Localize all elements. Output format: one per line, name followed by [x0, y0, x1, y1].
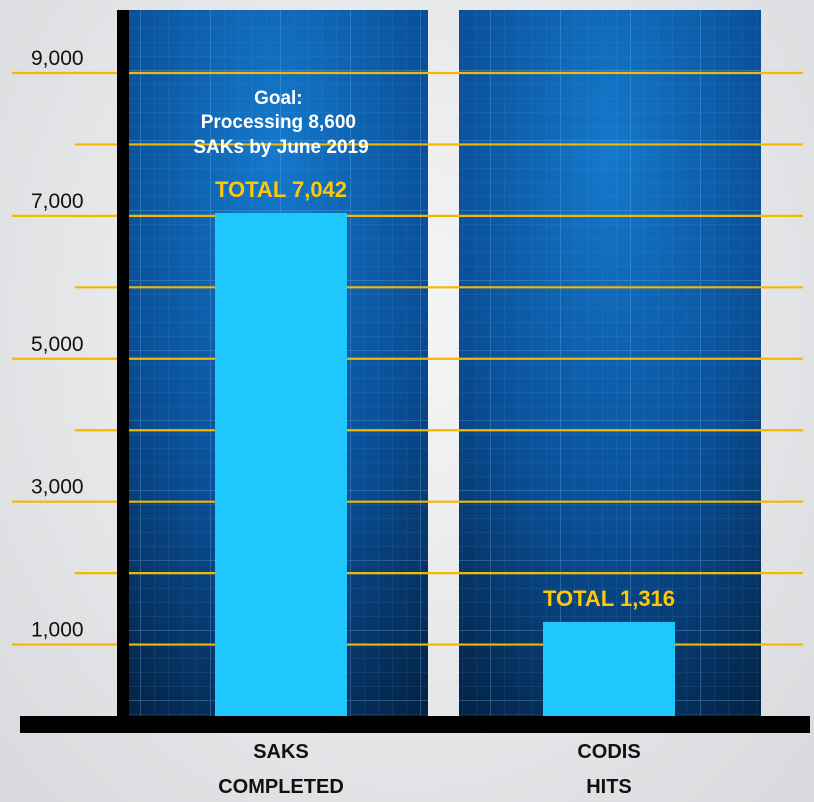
y-tick-labels: 1,000 3,000 5,000 7,000 9,000	[31, 47, 84, 642]
gridlines	[12, 71, 803, 646]
y-tick-label: 1,000	[31, 619, 84, 642]
y-tick-label: 9,000	[31, 47, 84, 70]
category-label-line: COMPLETED	[218, 776, 344, 798]
y-tick-label: 5,000	[31, 333, 84, 356]
plot-panels	[121, 10, 761, 717]
data-label: TOTAL 1,316	[543, 586, 675, 611]
category-label: CODIS HITS	[577, 741, 640, 798]
goal-annotation: Goal: Processing 8,600 SAKs by June 2019	[193, 88, 368, 158]
bar	[543, 621, 675, 716]
data-label: TOTAL 7,042	[215, 177, 347, 202]
category-label-line: SAKS	[253, 741, 309, 763]
bar	[215, 212, 347, 716]
y-tick-label: 7,000	[31, 190, 84, 213]
category-label-line: CODIS	[577, 741, 640, 763]
x-axis-line	[20, 716, 810, 733]
goal-line-2: Processing 8,600	[201, 112, 356, 133]
category-labels: SAKS COMPLETED CODIS HITS	[218, 741, 640, 798]
data-labels: TOTAL 7,042 TOTAL 1,316	[215, 177, 675, 611]
bars	[215, 212, 675, 716]
category-label-line: HITS	[586, 776, 632, 798]
goal-line-1: Goal:	[254, 88, 303, 109]
goal-line-3: SAKs by June 2019	[193, 137, 368, 158]
y-axis-line	[117, 10, 129, 720]
y-tick-label: 3,000	[31, 476, 84, 499]
category-label: SAKS COMPLETED	[218, 741, 344, 798]
